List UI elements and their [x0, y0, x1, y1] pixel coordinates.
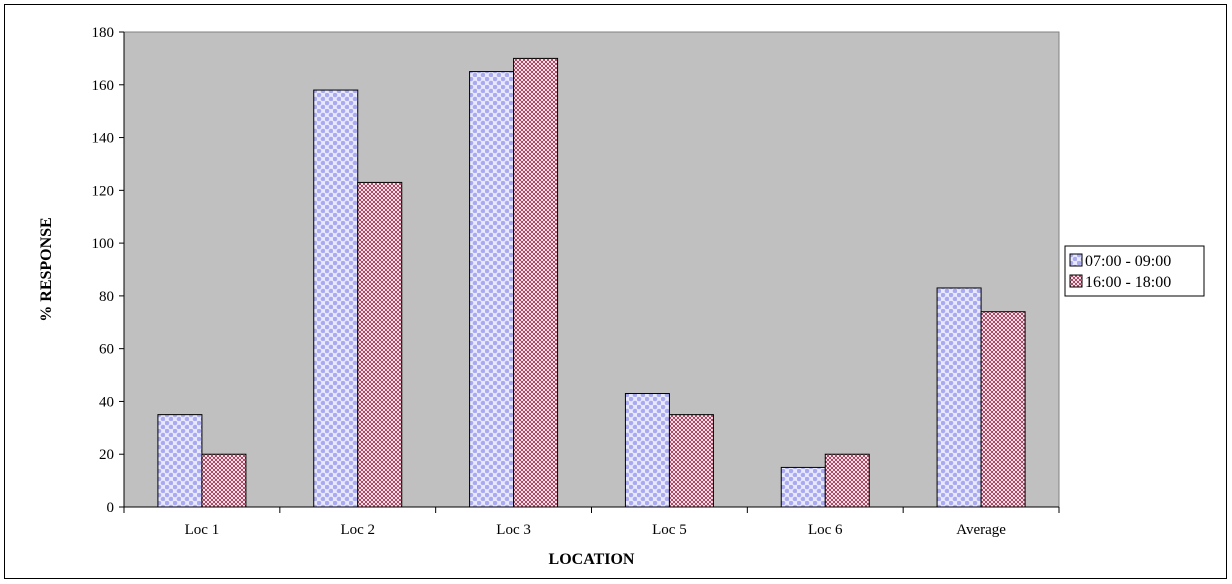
bar-1-loc-6 [780, 466, 826, 508]
bar-2-loc-1 [201, 453, 247, 508]
y-tick-label: 160 [92, 78, 115, 94]
plot-area [123, 31, 1060, 508]
bar-2-loc-5 [668, 414, 714, 508]
y-tick-label: 80 [99, 289, 114, 305]
x-tick-label: Loc 5 [652, 522, 687, 538]
bar-chart: 0 20 40 60 80 100 120 140 160 180 Loc 1 Loc 2 Loc 3… [38, 25, 1205, 568]
bar-2-average [980, 311, 1026, 508]
y-tick-label: 0 [107, 500, 115, 516]
bar-2-loc-6 [824, 453, 870, 508]
bar-1-average [936, 287, 982, 508]
x-tick-label: Average [956, 522, 1006, 538]
x-tick-label: Loc 6 [808, 522, 843, 538]
x-tick-label: Loc 1 [185, 522, 220, 538]
y-tick-label: 40 [99, 394, 114, 410]
bar-1-loc-3 [469, 71, 515, 508]
legend-swatch [1069, 274, 1083, 288]
x-axis-ticks: Loc 1 Loc 2 Loc 3 Loc 5 Loc 6 Average [123, 507, 1060, 538]
bar-1-loc-2 [313, 89, 359, 508]
bar-2-loc-3 [513, 57, 559, 508]
y-tick-label: 20 [99, 447, 114, 463]
legend-label: 07:00 - 09:00 [1085, 253, 1171, 270]
y-tick-label: 180 [92, 25, 115, 41]
y-axis-ticks: 0 20 40 60 80 100 120 140 160 180 [92, 25, 124, 516]
x-tick-label: Loc 2 [340, 522, 375, 538]
y-tick-label: 140 [92, 131, 115, 147]
bar-2-loc-2 [357, 181, 403, 508]
x-tick-label: Loc 3 [496, 522, 531, 538]
legend-label: 16:00 - 18:00 [1085, 274, 1171, 291]
legend-swatch [1069, 253, 1083, 267]
legend-box [1064, 245, 1205, 297]
y-tick-label: 120 [92, 183, 115, 199]
chart-frame: 0 20 40 60 80 100 120 140 160 180 Loc 1 Loc 2 Loc 3… [4, 4, 1227, 579]
legend: 07:00 - 09:00 16:00 - 18:00 [1064, 245, 1205, 297]
y-tick-label: 100 [92, 236, 115, 252]
x-axis-title: LOCATION [549, 551, 635, 568]
y-axis-title: % RESPONSE [38, 217, 55, 321]
y-tick-label: 60 [99, 342, 114, 358]
bars-group [157, 57, 1026, 508]
bar-1-loc-5 [624, 393, 670, 508]
bar-1-loc-1 [157, 414, 203, 508]
